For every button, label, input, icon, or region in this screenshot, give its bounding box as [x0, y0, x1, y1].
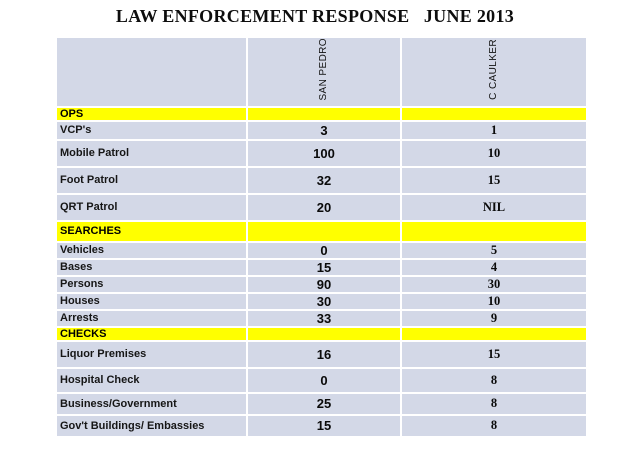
section-header-ops-spacer: [248, 107, 400, 120]
row-label: Gov't Buildings/ Embassies: [57, 415, 246, 436]
san-pedro-value: 0: [248, 368, 400, 392]
law-enforcement-table: SAN PEDRO C CAULKER OPS VCP's 3 1 Mobile…: [55, 36, 588, 438]
row-label: Arrests: [57, 310, 246, 326]
c-caulker-value: 1: [402, 121, 586, 139]
row-label: Bases: [57, 259, 246, 275]
row-label: Houses: [57, 293, 246, 309]
san-pedro-value: 90: [248, 276, 400, 292]
table-row: Hospital Check 0 8: [57, 368, 586, 392]
row-label: Foot Patrol: [57, 167, 246, 193]
table-row: Vehicles 0 5: [57, 242, 586, 258]
corner-cell: [57, 38, 246, 106]
san-pedro-value: 15: [248, 415, 400, 436]
table-row: QRT Patrol 20 NIL: [57, 194, 586, 220]
section-header-searches: SEARCHES: [57, 221, 246, 241]
san-pedro-value: 15: [248, 259, 400, 275]
table-row: Persons 90 30: [57, 276, 586, 292]
section-header-ops-spacer: [402, 107, 586, 120]
section-header-checks-spacer: [248, 327, 400, 340]
san-pedro-value: 20: [248, 194, 400, 220]
table-row: Gov't Buildings/ Embassies 15 8: [57, 415, 586, 436]
section-header-row-searches: SEARCHES: [57, 221, 586, 241]
row-label: Liquor Premises: [57, 341, 246, 367]
table-row: Arrests 33 9: [57, 310, 586, 326]
san-pedro-value: 100: [248, 140, 400, 166]
c-caulker-value: 15: [402, 341, 586, 367]
row-label: Persons: [57, 276, 246, 292]
san-pedro-value: 3: [248, 121, 400, 139]
table-row: Houses 30 10: [57, 293, 586, 309]
column-header-row: SAN PEDRO C CAULKER: [57, 38, 586, 106]
section-header-row-checks: CHECKS: [57, 327, 586, 340]
c-caulker-value: 8: [402, 393, 586, 414]
row-label: VCP's: [57, 121, 246, 139]
c-caulker-value: 8: [402, 368, 586, 392]
c-caulker-value: 10: [402, 140, 586, 166]
table-row: Bases 15 4: [57, 259, 586, 275]
c-caulker-value: 5: [402, 242, 586, 258]
column-header-san-pedro-label: SAN PEDRO: [318, 38, 329, 101]
page-title: LAW ENFORCEMENT RESPONSE JUNE 2013: [115, 6, 515, 26]
section-header-checks: CHECKS: [57, 327, 246, 340]
san-pedro-value: 32: [248, 167, 400, 193]
row-label: Mobile Patrol: [57, 140, 246, 166]
row-label: Business/Government: [57, 393, 246, 414]
san-pedro-value: 30: [248, 293, 400, 309]
c-caulker-value: 30: [402, 276, 586, 292]
row-label: Hospital Check: [57, 368, 246, 392]
section-header-ops: OPS: [57, 107, 246, 120]
san-pedro-value: 16: [248, 341, 400, 367]
san-pedro-value: 25: [248, 393, 400, 414]
section-header-searches-spacer: [248, 221, 400, 241]
table-row: Liquor Premises 16 15: [57, 341, 586, 367]
section-header-checks-spacer: [402, 327, 586, 340]
table-row: Mobile Patrol 100 10: [57, 140, 586, 166]
column-header-san-pedro: SAN PEDRO: [248, 38, 400, 106]
table-row: VCP's 3 1: [57, 121, 586, 139]
column-header-c-caulker: C CAULKER: [402, 38, 586, 106]
c-caulker-value: 9: [402, 310, 586, 326]
column-header-c-caulker-label: C CAULKER: [488, 38, 499, 100]
san-pedro-value: 0: [248, 242, 400, 258]
c-caulker-value: NIL: [402, 194, 586, 220]
row-label: QRT Patrol: [57, 194, 246, 220]
section-header-row-ops: OPS: [57, 107, 586, 120]
row-label: Vehicles: [57, 242, 246, 258]
c-caulker-value: 10: [402, 293, 586, 309]
san-pedro-value: 33: [248, 310, 400, 326]
c-caulker-value: 4: [402, 259, 586, 275]
section-header-searches-spacer: [402, 221, 586, 241]
c-caulker-value: 15: [402, 167, 586, 193]
table-row: Business/Government 25 8: [57, 393, 586, 414]
table-row: Foot Patrol 32 15: [57, 167, 586, 193]
c-caulker-value: 8: [402, 415, 586, 436]
